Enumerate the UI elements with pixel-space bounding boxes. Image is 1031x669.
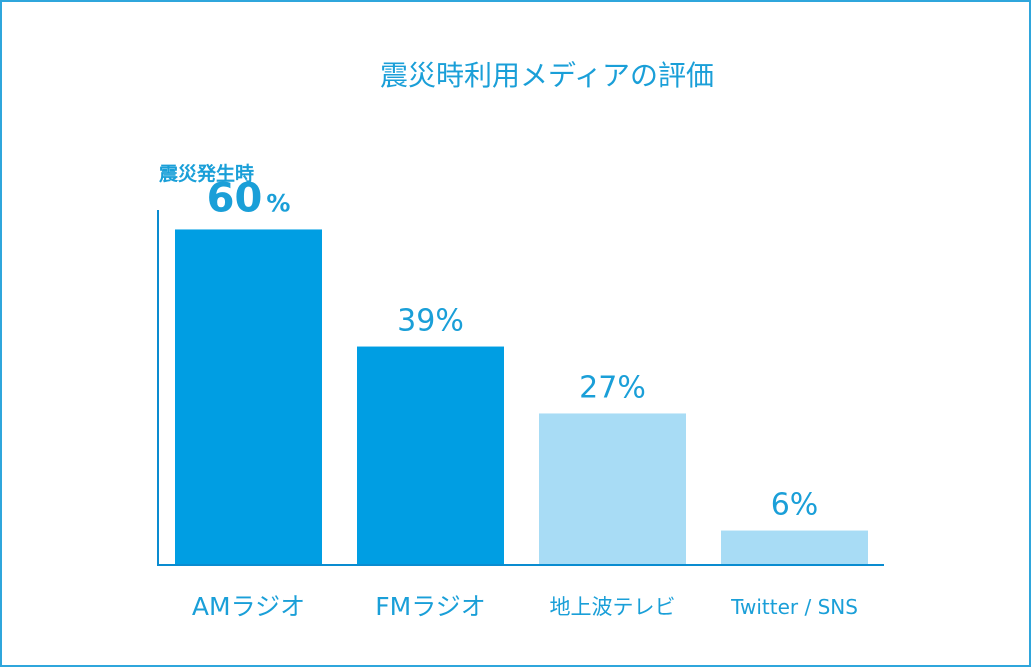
value-label-3: 27%: [579, 370, 646, 405]
value-label-1: 60%: [207, 175, 291, 221]
chart-title: 震災時利用メディアの評価: [380, 59, 714, 92]
bars-group: [175, 229, 868, 565]
value-labels-group: 60 % 39% 27% 6%: [207, 175, 819, 522]
category-label-2: FMラジオ: [375, 592, 485, 621]
category-label-3: 地上波テレビ: [550, 595, 676, 619]
category-label-1: AMラジオ: [192, 592, 305, 621]
bar-1: [175, 229, 322, 565]
value-label-4: 6%: [771, 488, 819, 523]
y-axis-label: 震災発生時: [159, 162, 254, 185]
category-labels-group: AMラジオ FMラジオ 地上波テレビ Twitter / SNS: [192, 592, 858, 621]
bar-2: [357, 346, 504, 564]
value-label-2: 39%: [397, 304, 464, 339]
category-label-4: Twitter / SNS: [730, 595, 858, 619]
bar-4: [721, 530, 868, 564]
bar-3: [539, 413, 686, 564]
